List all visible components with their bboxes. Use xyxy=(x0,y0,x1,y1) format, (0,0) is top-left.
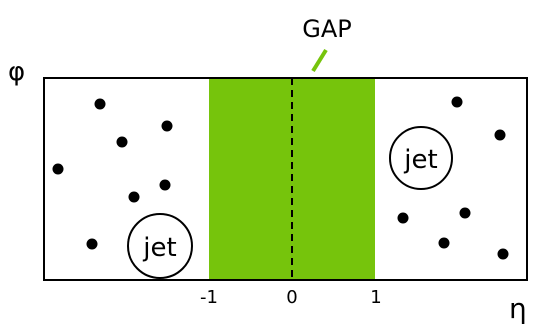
particle xyxy=(451,96,463,108)
particle xyxy=(459,207,471,219)
particle xyxy=(397,212,409,224)
particle xyxy=(94,98,106,110)
jet-circle-right xyxy=(389,126,453,190)
plot-frame xyxy=(43,77,528,281)
particle xyxy=(161,120,173,132)
jet-circle-left xyxy=(127,213,193,279)
particle xyxy=(116,136,128,148)
tick-label-minus1: -1 xyxy=(200,287,218,308)
particle xyxy=(52,163,64,175)
gap-label: GAP xyxy=(302,15,352,43)
particle xyxy=(438,237,450,249)
particle xyxy=(497,248,509,260)
jet-label-right: jet xyxy=(403,145,437,175)
particle xyxy=(494,129,506,141)
particle xyxy=(86,238,98,250)
gap-pointer-line xyxy=(311,48,328,73)
x-axis-label: η xyxy=(509,292,527,324)
jet-label-left: jet xyxy=(142,233,176,263)
particles-right xyxy=(397,96,509,260)
particle xyxy=(128,191,140,203)
tick-label-1: 1 xyxy=(370,287,381,308)
particles-left xyxy=(52,98,173,250)
particle xyxy=(159,179,171,191)
tick-label-0: 0 xyxy=(286,287,297,308)
y-axis-label: φ xyxy=(8,57,25,87)
